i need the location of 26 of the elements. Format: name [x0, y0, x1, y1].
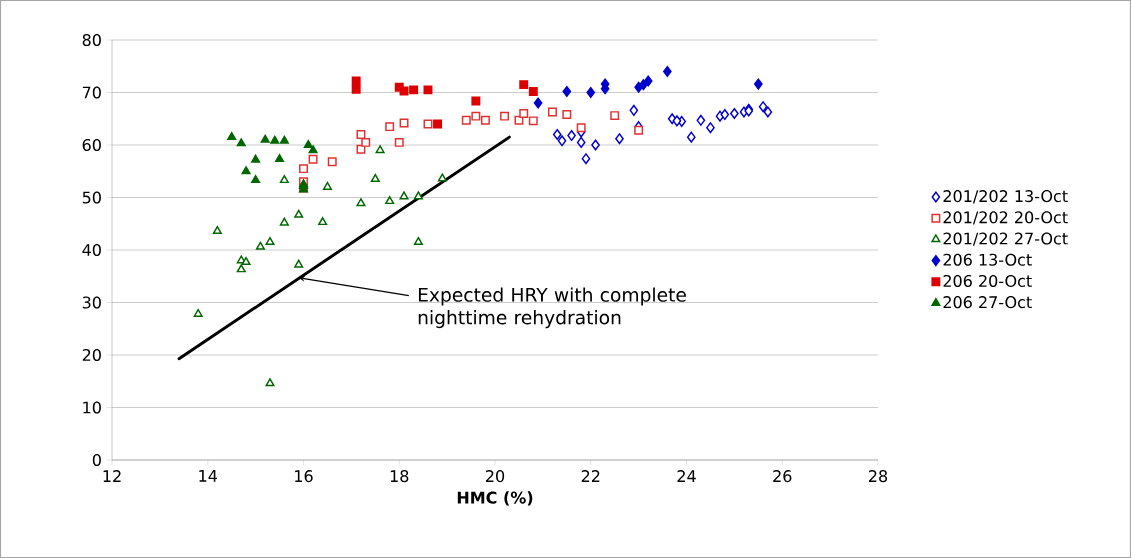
- legend-label: 206 13-Oct: [943, 253, 1032, 266]
- y-tick-label: 70: [82, 86, 101, 99]
- x-tick-label: 22: [581, 470, 600, 482]
- y-tick-label: 10: [83, 401, 101, 414]
- y-tick-label: 60: [82, 138, 101, 152]
- y-tick-label: 30: [82, 296, 101, 309]
- y-tick-label: 50: [82, 191, 101, 204]
- x-tick-label: 14: [199, 470, 218, 482]
- y-tick-label: 0: [92, 453, 101, 467]
- y-tick-label: 20: [82, 348, 101, 362]
- y-tick-label: 80: [82, 33, 101, 47]
- x-tick-label: 26: [773, 470, 792, 483]
- annotation: Expected HRY with complete nighttime rehydration: [418, 287, 686, 329]
- legend-label: 201/202 20-Oct: [943, 211, 1068, 225]
- legend-label: 201/202 27-Oct: [943, 232, 1068, 246]
- x-tick-label: 18: [390, 470, 409, 483]
- legend-label: 206 27-Oct: [943, 296, 1032, 309]
- x-tick-label: 20: [486, 470, 505, 483]
- x-tick-label: 24: [677, 470, 696, 482]
- x-tick-label: 28: [869, 470, 888, 483]
- x-axis-title: HMC (%): [457, 491, 533, 506]
- y-tick-label: 40: [82, 243, 101, 257]
- x-tick-label: 12: [103, 470, 121, 482]
- legend-label: 201/202 13-Oct: [943, 190, 1068, 204]
- x-tick-label: 16: [295, 470, 313, 483]
- legend-label: 206 20-Oct: [943, 274, 1032, 287]
